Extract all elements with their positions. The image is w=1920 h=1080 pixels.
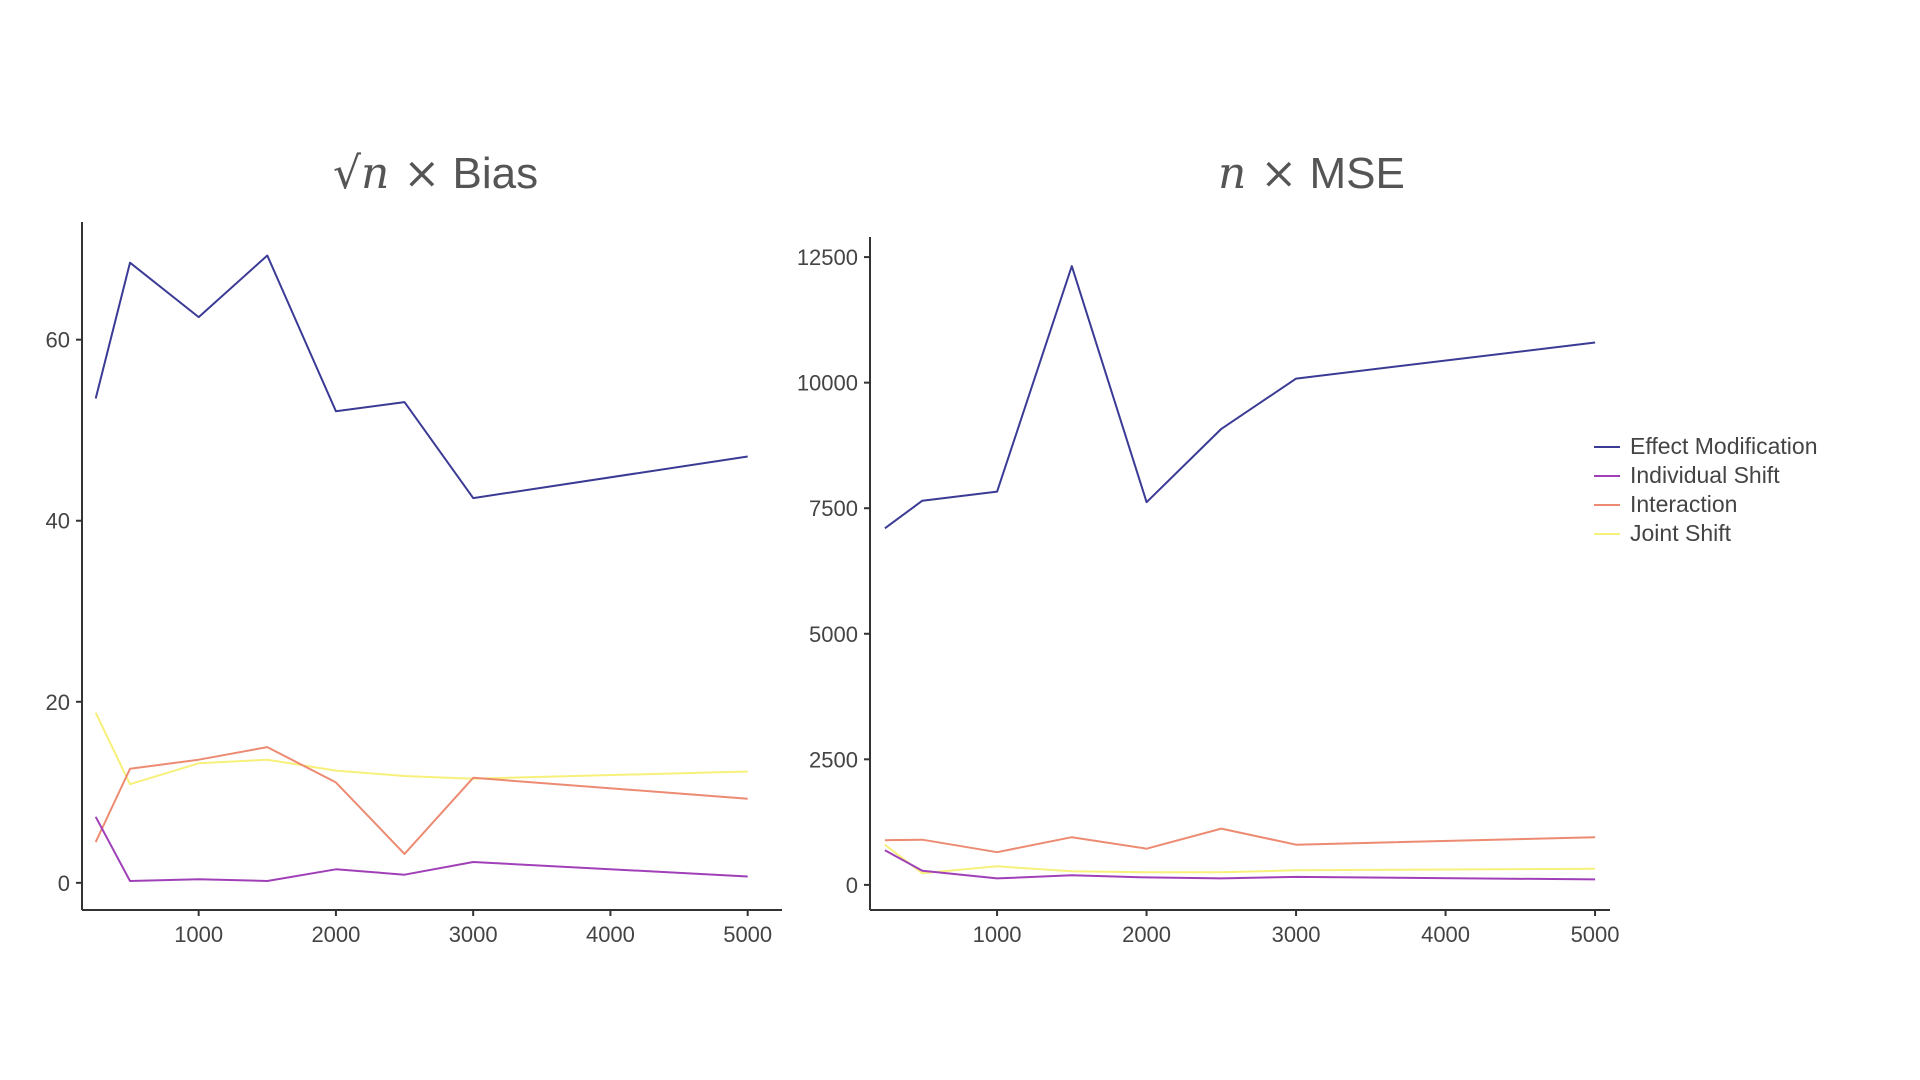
legend-key-interaction <box>1594 503 1620 506</box>
n-symbol: n × <box>1218 148 1298 199</box>
legend-item-individual-shift: Individual Shift <box>1594 461 1818 490</box>
bias-x-tick-label: 5000 <box>723 922 772 947</box>
mse-y-tick-label: 0 <box>846 873 858 898</box>
mse-y-tick-label: 5000 <box>809 622 858 647</box>
mse-series-line-effect-modification <box>884 265 1596 530</box>
legend-key-effect-modification <box>1594 445 1620 448</box>
legend-key-individual-shift <box>1594 474 1620 477</box>
mse-x-tick-label: 5000 <box>1571 922 1620 947</box>
mse-plot: 0 2500 5000 7500 10000 12500 1000 2000 3000 4000 5… <box>797 237 1620 947</box>
chart-legend: Effect Modification Individual Shift Int… <box>1594 432 1818 548</box>
bias-series-line-joint-shift <box>94 712 748 786</box>
mse-series-line-interaction <box>884 827 1596 854</box>
mse-series-line-individual-shift <box>884 849 1596 881</box>
mse-chart-title: n × MSE <box>1218 148 1405 199</box>
bias-series-line-individual-shift <box>94 816 748 882</box>
bias-y-tick-label: 40 <box>46 509 70 534</box>
bias-series-line-effect-modification <box>94 254 748 500</box>
mse-y-tick-label: 7500 <box>809 496 858 521</box>
legend-label-individual-shift: Individual Shift <box>1630 462 1780 488</box>
sqrt-n-symbol: √n × <box>333 148 441 199</box>
legend-item-joint-shift: Joint Shift <box>1594 519 1818 548</box>
bias-x-tick-label: 4000 <box>586 922 635 947</box>
bias-title-text: Bias <box>452 149 539 198</box>
mse-y-tick-label: 2500 <box>809 747 858 772</box>
legend-item-effect-modification: Effect Modification <box>1594 432 1818 461</box>
mse-y-tick-label: 10000 <box>797 371 858 396</box>
legend-label-interaction: Interaction <box>1630 491 1738 517</box>
legend-label-joint-shift: Joint Shift <box>1630 520 1731 546</box>
bias-chart-title: √n × Bias <box>333 148 538 199</box>
bias-y-tick-label: 0 <box>58 871 70 896</box>
bias-plot: 0 20 40 60 1000 2000 3000 4000 5000 <box>46 222 782 947</box>
mse-y-tick-label: 12500 <box>797 245 858 270</box>
bias-series-line-interaction <box>94 746 748 855</box>
bias-x-tick-label: 3000 <box>449 922 498 947</box>
mse-x-tick-label: 4000 <box>1421 922 1470 947</box>
bias-x-tick-label: 2000 <box>311 922 360 947</box>
mse-x-tick-label: 3000 <box>1272 922 1321 947</box>
legend-key-joint-shift <box>1594 532 1620 535</box>
mse-title-text: MSE <box>1309 149 1405 198</box>
bias-x-tick-label: 1000 <box>174 922 223 947</box>
mse-series-line-joint-shift <box>884 843 1596 875</box>
legend-item-interaction: Interaction <box>1594 490 1818 519</box>
mse-x-tick-label: 1000 <box>973 922 1022 947</box>
bias-y-tick-label: 20 <box>46 690 70 715</box>
mse-x-tick-label: 2000 <box>1122 922 1171 947</box>
bias-y-tick-label: 60 <box>46 328 70 353</box>
legend-label-effect-modification: Effect Modification <box>1630 433 1818 459</box>
